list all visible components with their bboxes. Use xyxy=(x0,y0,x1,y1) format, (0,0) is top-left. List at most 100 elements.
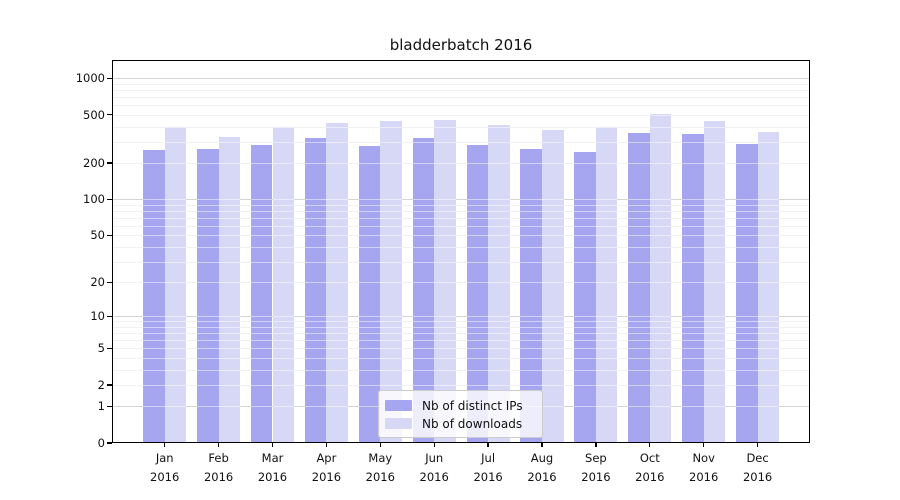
y-tick-mark xyxy=(107,114,112,116)
bar-distinct-ips-aug xyxy=(520,148,542,442)
minor-gridline-highlight xyxy=(113,225,809,227)
chart-title: bladderbatch 2016 xyxy=(389,36,533,54)
y-tick-mark xyxy=(107,281,112,283)
y-tick-mark xyxy=(107,77,112,79)
legend-swatch-distinct-ips xyxy=(385,400,412,411)
x-tick-label: Apr 2016 xyxy=(311,451,342,484)
x-tick-label: Nov 2016 xyxy=(689,451,719,484)
x-tick-mark xyxy=(541,442,543,447)
minor-gridline-highlight xyxy=(113,333,809,335)
minor-gridline-highlight xyxy=(113,358,809,360)
y-tick-label: 100 xyxy=(83,192,105,207)
minor-gridline-highlight xyxy=(113,97,809,99)
minor-gridline-highlight xyxy=(113,235,809,237)
legend-item-distinct-ips: Nb of distinct IPs xyxy=(385,397,534,414)
y-tick-mark xyxy=(107,234,112,237)
minor-gridline-highlight xyxy=(113,261,809,263)
y-tick-label: 10 xyxy=(90,309,105,324)
bar-distinct-ips-jun xyxy=(412,138,435,442)
x-tick-mark xyxy=(217,442,220,447)
minor-gridline-highlight xyxy=(113,384,809,386)
x-tick-label: Oct 2016 xyxy=(635,451,665,484)
minor-gridline-highlight xyxy=(113,141,809,143)
minor-gridline-highlight xyxy=(113,282,809,284)
major-gridline-highlight xyxy=(113,316,809,318)
bar-distinct-ips-mar xyxy=(250,144,273,442)
bar-distinct-ips-oct xyxy=(628,133,650,442)
bar-downloads-apr xyxy=(326,122,348,442)
x-tick-mark xyxy=(164,442,166,447)
bar-downloads-may xyxy=(380,121,402,442)
x-tick-mark xyxy=(649,442,651,447)
x-tick-label: Mar 2016 xyxy=(257,451,288,484)
y-tick-mark xyxy=(107,162,112,164)
y-tick-mark xyxy=(107,198,112,200)
bar-distinct-ips-may xyxy=(358,145,381,442)
minor-gridline-highlight xyxy=(113,204,809,206)
x-tick-label: Jan 2016 xyxy=(150,451,180,484)
bar-downloads-oct xyxy=(649,113,672,442)
minor-gridline-highlight xyxy=(113,126,809,128)
x-tick-label: Feb 2016 xyxy=(203,451,234,484)
minor-gridline-highlight xyxy=(113,246,809,248)
y-tick-label: 1 xyxy=(97,399,105,414)
minor-gridline-highlight xyxy=(113,89,809,91)
x-tick-mark xyxy=(487,442,489,447)
minor-gridline-highlight xyxy=(113,321,809,323)
x-tick-mark xyxy=(325,442,328,447)
y-tick-label: 500 xyxy=(83,107,105,122)
x-tick-mark xyxy=(379,442,381,447)
bar-distinct-ips-sep xyxy=(574,151,596,442)
x-tick-mark xyxy=(756,442,759,447)
bar-downloads-nov xyxy=(703,120,726,442)
minor-gridline-highlight xyxy=(113,326,809,328)
minor-gridline-highlight xyxy=(113,162,809,164)
minor-gridline-highlight xyxy=(113,210,809,212)
bar-distinct-ips-jan xyxy=(143,150,165,442)
y-tick-label: 2 xyxy=(97,377,105,392)
bar-distinct-ips-jul xyxy=(466,144,489,442)
legend-item-downloads: Nb of downloads xyxy=(385,415,534,432)
minor-gridline-highlight xyxy=(113,348,809,350)
x-tick-mark xyxy=(433,442,435,447)
bar-downloads-dec xyxy=(757,132,780,442)
x-tick-label: Sep 2016 xyxy=(581,451,611,484)
y-tick-mark xyxy=(107,442,112,444)
x-tick-label: Dec 2016 xyxy=(742,451,773,484)
x-tick-label: Aug 2016 xyxy=(527,451,557,484)
y-tick-label: 200 xyxy=(83,155,105,170)
legend: Nb of distinct IPs Nb of downloads xyxy=(378,390,543,438)
x-tick-label: Jun 2016 xyxy=(419,451,449,484)
major-gridline-highlight xyxy=(113,78,809,80)
y-tick-mark xyxy=(107,384,112,386)
x-tick-mark xyxy=(703,442,705,447)
plot-border xyxy=(112,60,810,443)
y-tick-mark xyxy=(107,405,112,408)
y-tick-mark xyxy=(107,315,112,318)
legend-label-distinct-ips: Nb of distinct IPs xyxy=(422,398,523,413)
y-tick-label: 50 xyxy=(90,228,105,243)
x-tick-label: Jul 2016 xyxy=(473,451,503,484)
x-tick-mark xyxy=(595,442,597,447)
minor-gridline-highlight xyxy=(113,217,809,219)
minor-gridline-highlight xyxy=(113,369,809,371)
legend-label-downloads: Nb of downloads xyxy=(422,416,523,431)
y-tick-label: 5 xyxy=(97,341,105,356)
minor-gridline-highlight xyxy=(113,114,809,116)
minor-gridline-highlight xyxy=(113,83,809,85)
y-tick-label: 20 xyxy=(90,275,105,290)
y-tick-label: 0 xyxy=(97,436,105,450)
bar-downloads-aug xyxy=(542,129,564,442)
legend-swatch-downloads xyxy=(385,418,412,429)
y-tick-label: 1000 xyxy=(75,71,105,86)
bar-distinct-ips-apr xyxy=(304,137,327,442)
bar-distinct-ips-feb xyxy=(197,148,219,442)
x-tick-mark xyxy=(271,442,274,447)
minor-gridline-highlight xyxy=(113,105,809,107)
x-tick-label: May 2016 xyxy=(365,451,395,484)
minor-gridline-highlight xyxy=(113,340,809,342)
y-tick-mark xyxy=(107,347,112,350)
major-gridline-highlight xyxy=(113,199,809,201)
bar-downloads-jul xyxy=(488,124,510,442)
bar-downloads-feb xyxy=(218,136,241,442)
